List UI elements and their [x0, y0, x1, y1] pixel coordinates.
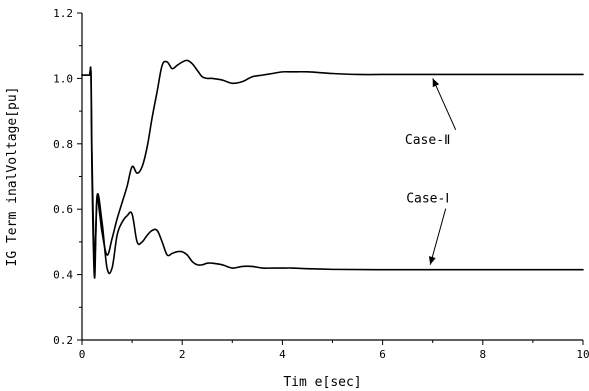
x-tick-label: 0: [79, 348, 86, 361]
y-tick-label: 1.2: [53, 7, 73, 20]
series-line-case-i: [81, 66, 584, 279]
annotation-arrow-head: [428, 256, 436, 265]
y-tick-label: 0.6: [53, 203, 73, 216]
annotation-label-case-i: Case-Ⅰ: [406, 192, 449, 207]
plot-area: 0 2 4 6 8 10 0.2 0.4 0.6 0.8 1.0 1.2 Tim e[sec] IG Te…: [5, 7, 589, 390]
y-tick-label: 1.0: [53, 72, 73, 85]
x-tick-label: 10: [576, 348, 589, 361]
y-tick-label: 0.8: [53, 138, 73, 151]
annotation-arrow-line: [432, 78, 457, 131]
annotation-arrow-line: [429, 208, 447, 265]
x-tick-label: 6: [379, 348, 386, 361]
x-tick-label: 8: [479, 348, 486, 361]
y-axis-title: IG Term inalVoltage[pu]: [5, 86, 20, 266]
annotation-label-case-ii: Case-Ⅱ: [405, 133, 451, 148]
series-line-case-ii: [81, 59, 584, 260]
x-tick-label: 2: [179, 348, 186, 361]
y-tick-label: 0.4: [53, 269, 73, 282]
x-tick-label: 4: [279, 348, 286, 361]
annotation-arrow-head: [432, 78, 440, 88]
x-axis-title: Tim e[sec]: [283, 375, 361, 390]
y-tick-label: 0.2: [53, 334, 73, 347]
